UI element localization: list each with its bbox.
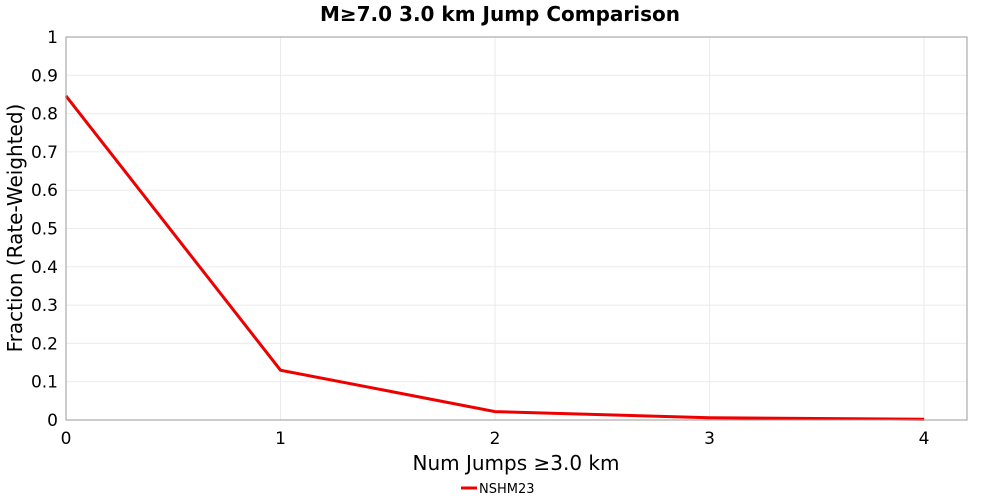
y-tick-label: 0.5 [31, 220, 58, 240]
y-tick-label: 0.7 [31, 143, 58, 163]
legend: NSHM23 [461, 482, 535, 497]
y-axis-label: Fraction (Rate-Weighted) [3, 104, 27, 353]
x-tick-label: 1 [275, 429, 286, 449]
legend-label: NSHM23 [479, 482, 535, 497]
series-layer [64, 95, 925, 421]
x-tick-label: 2 [490, 429, 501, 449]
x-tick-label: 3 [704, 429, 715, 449]
y-tick-label: 0.9 [31, 66, 58, 86]
x-axis-label: Num Jumps ≥3.0 km [413, 451, 620, 475]
y-tick-label: 0.8 [31, 105, 58, 125]
y-tick-label: 0.1 [31, 373, 58, 393]
plot-border [65, 36, 968, 421]
x-tick-label: 0 [61, 429, 72, 449]
y-tick-label: 0 [47, 411, 58, 431]
series-line-nshm23 [64, 95, 925, 421]
x-axis-ticks: 0 1 2 3 4 [61, 429, 930, 449]
y-axis-ticks: 0 0.1 0.2 0.3 0.4 0.5 0.6 0.7 0.8 0.9 1 [31, 28, 58, 431]
chart-title: M≥7.0 3.0 km Jump Comparison [320, 2, 680, 26]
y-tick-label: 0.4 [31, 258, 58, 278]
y-tick-label: 0.2 [31, 334, 58, 354]
x-tick-label: 4 [919, 429, 930, 449]
y-tick-label: 0.6 [31, 181, 58, 201]
y-tick-label: 0.3 [31, 296, 58, 316]
y-tick-label: 1 [47, 28, 58, 48]
